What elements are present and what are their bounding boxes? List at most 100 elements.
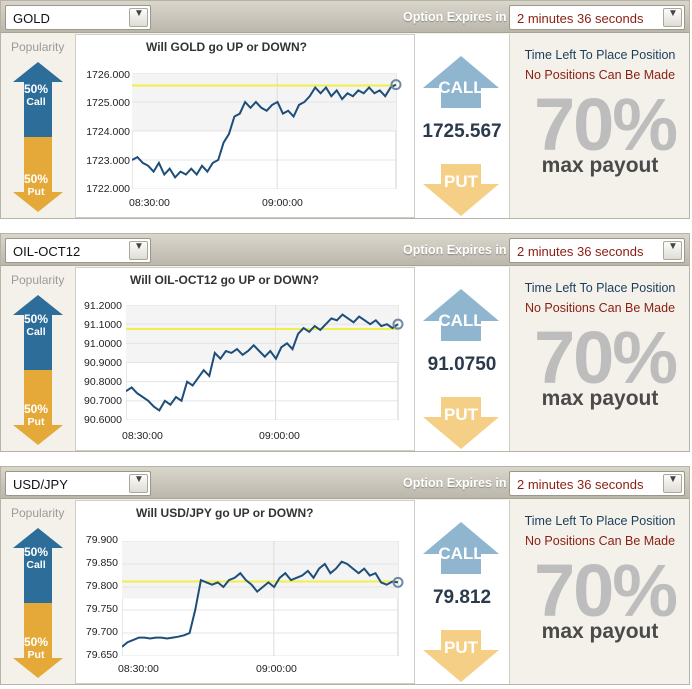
put-popularity-word: Put (27, 186, 45, 198)
asset-select[interactable]: GOLD ▼ (5, 5, 151, 30)
current-point-marker (392, 576, 404, 588)
y-tick-label: 90.8000 (84, 376, 122, 388)
popularity-arrow-icon (13, 295, 63, 445)
chevron-down-icon[interactable]: ▼ (663, 474, 682, 493)
asset-select[interactable]: OIL-OCT12 ▼ (5, 238, 151, 263)
call-button-label: CALL (438, 311, 484, 330)
no-positions-label: No Positions Can Be Made (524, 534, 676, 548)
y-tick-label: 91.0000 (84, 338, 122, 350)
payout-percent: 70% (533, 83, 678, 166)
call-popularity-pct: 50% (23, 82, 49, 96)
current-price: 79.812 (432, 587, 492, 608)
expiry-select[interactable]: 2 minutes 36 seconds ▼ (509, 5, 685, 30)
call-popularity-pct: 50% (23, 312, 49, 326)
popularity-column: Popularity 50% Call 50% Put (1, 267, 76, 451)
popularity-label: Popularity (11, 506, 65, 520)
call-button-label: CALL (438, 544, 484, 563)
chart-title: Will OIL-OCT12 go UP or DOWN? (130, 273, 319, 287)
y-tick-label: 79.850 (85, 557, 118, 569)
chevron-down-icon[interactable]: ▼ (129, 241, 148, 260)
put-button-label: PUT (444, 172, 478, 191)
put-button-label: PUT (444, 405, 478, 424)
call-arrow-icon (423, 56, 499, 108)
put-button[interactable]: PUT (421, 395, 501, 451)
option-panel-gold: GOLD ▼ Option Expires in 2 minutes 36 se… (0, 0, 690, 219)
price-plot (122, 541, 404, 656)
payout-label: max payout (541, 620, 659, 643)
expires-label: Option Expires in (403, 243, 507, 257)
asset-select-value: USD/JPY (13, 477, 68, 492)
time-left-label: Time Left To Place Position (524, 514, 676, 528)
call-popularity-word: Call (26, 559, 46, 571)
y-tick-label: 79.750 (85, 603, 118, 615)
call-button-label: CALL (438, 78, 484, 97)
call-popularity-word: Call (26, 326, 46, 338)
asset-select-value: GOLD (13, 11, 50, 26)
price-chart: Will GOLD go UP or DOWN? 1726.000 1725.0… (75, 34, 415, 218)
panel-header: OIL-OCT12 ▼ Option Expires in 2 minutes … (1, 234, 689, 266)
trade-column: CALL 91.0750 PUT (415, 267, 509, 451)
price-chart: Will USD/JPY go UP or DOWN? 79.900 79.85… (75, 500, 415, 684)
price-series-line (132, 83, 397, 180)
expires-label: Option Expires in (403, 10, 507, 24)
expiry-select-value: 2 minutes 36 seconds (517, 11, 644, 26)
y-tick-label: 91.1000 (84, 319, 122, 331)
asset-select-value: OIL-OCT12 (13, 244, 81, 259)
popularity-column: Popularity 50% Call 50% Put (1, 34, 76, 218)
payout-label: max payout (541, 154, 659, 177)
payout-column: Time Left To Place Position No Positions… (509, 500, 689, 684)
payout-column: Time Left To Place Position No Positions… (509, 267, 689, 451)
x-tick-label: 08:30:00 (118, 663, 159, 675)
no-positions-label: No Positions Can Be Made (524, 68, 676, 82)
call-popularity-word: Call (26, 96, 46, 108)
payout-percent: 70% (533, 549, 678, 632)
put-popularity-word: Put (27, 416, 45, 428)
chevron-down-icon[interactable]: ▼ (129, 8, 148, 27)
expiry-select[interactable]: 2 minutes 36 seconds ▼ (509, 238, 685, 263)
x-tick-label: 09:00:00 (262, 197, 303, 209)
current-price: 1725.567 (422, 121, 502, 142)
y-tick-label: 1725.000 (86, 97, 130, 109)
option-panel-oil: OIL-OCT12 ▼ Option Expires in 2 minutes … (0, 233, 690, 452)
put-button[interactable]: PUT (421, 628, 501, 684)
popularity-label: Popularity (11, 40, 65, 54)
payout-column: Time Left To Place Position No Positions… (509, 34, 689, 218)
call-button[interactable]: CALL (421, 520, 501, 576)
asset-select[interactable]: USD/JPY ▼ (5, 471, 151, 496)
expiry-select[interactable]: 2 minutes 36 seconds ▼ (509, 471, 685, 496)
chevron-down-icon[interactable]: ▼ (663, 241, 682, 260)
chevron-down-icon[interactable]: ▼ (129, 474, 148, 493)
call-popularity-pct: 50% (23, 545, 49, 559)
price-chart: Will OIL-OCT12 go UP or DOWN? 91.2000 91… (75, 267, 415, 451)
popularity-arrow-icon (13, 528, 63, 678)
time-left-label: Time Left To Place Position (524, 48, 676, 62)
y-tick-label: 79.800 (85, 580, 118, 592)
call-button[interactable]: CALL (421, 54, 501, 110)
chevron-down-icon[interactable]: ▼ (663, 8, 682, 27)
put-button[interactable]: PUT (421, 162, 501, 218)
call-button[interactable]: CALL (421, 287, 501, 343)
price-series-line (126, 313, 399, 412)
x-tick-label: 08:30:00 (129, 197, 170, 209)
trade-column: CALL 79.812 PUT (415, 500, 509, 684)
current-point-marker (392, 318, 404, 330)
put-popularity-pct: 50% (23, 172, 49, 186)
x-tick-label: 09:00:00 (256, 663, 297, 675)
y-tick-label: 1722.000 (86, 183, 130, 195)
call-arrow-icon (423, 522, 499, 574)
trade-column: CALL 1725.567 PUT (415, 34, 509, 218)
expires-label: Option Expires in (403, 476, 507, 490)
panel-header: GOLD ▼ Option Expires in 2 minutes 36 se… (1, 1, 689, 33)
current-price: 91.0750 (427, 354, 497, 375)
y-tick-label: 90.9000 (84, 357, 122, 369)
time-left-label: Time Left To Place Position (524, 281, 676, 295)
y-tick-label: 1726.000 (86, 69, 130, 81)
y-tick-label: 79.900 (85, 534, 118, 546)
price-plot (126, 305, 404, 420)
panel-header: USD/JPY ▼ Option Expires in 2 minutes 36… (1, 467, 689, 499)
y-tick-label: 1723.000 (86, 155, 130, 167)
popularity-label: Popularity (11, 273, 65, 287)
put-popularity-pct: 50% (23, 402, 49, 416)
payout-label: max payout (541, 387, 659, 410)
price-series-line (122, 560, 399, 648)
